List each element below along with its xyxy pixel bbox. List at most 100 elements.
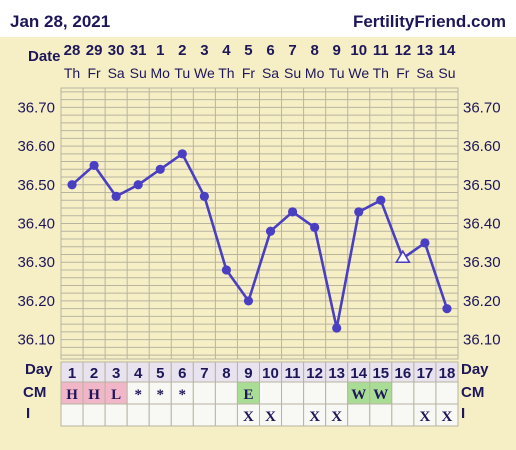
- intercourse-cell: [60, 403, 84, 427]
- temperature-point: [354, 207, 364, 217]
- y-tick-label-left: 36.10: [17, 332, 55, 349]
- date-label: 1: [156, 42, 164, 59]
- weekday-label: Fr: [396, 65, 410, 81]
- date-label: 29: [86, 42, 103, 59]
- y-tick-label-left: 36.60: [17, 138, 55, 155]
- date-label: 2: [178, 42, 186, 59]
- date-label: 10: [350, 42, 367, 59]
- temperature-point: [221, 265, 232, 275]
- weekday-label: Sa: [416, 65, 433, 81]
- cm-cell: [259, 381, 283, 405]
- temperature-point: [265, 226, 276, 236]
- date-label: 30: [108, 42, 125, 59]
- y-tick-label-right: 36.70: [463, 99, 501, 116]
- temperature-point: [177, 149, 187, 159]
- y-tick-label-left: 36.70: [17, 99, 55, 116]
- day-number: 6: [178, 365, 186, 382]
- cm-cell: [281, 381, 305, 405]
- weekday-label: Sa: [262, 65, 279, 81]
- date-label: 8: [310, 42, 318, 59]
- day-number: 11: [285, 365, 301, 382]
- intercourse-mark: X: [331, 409, 342, 425]
- temperature-point: [111, 191, 121, 201]
- intercourse-cell: [435, 403, 459, 427]
- temperature-point: [133, 180, 143, 190]
- weekday-label: Th: [218, 65, 234, 81]
- y-tick-label-right: 36.30: [463, 254, 501, 271]
- day-number: 8: [222, 365, 230, 382]
- brand-name: FertilityFriend.com: [353, 12, 506, 31]
- cm-value: *: [179, 387, 187, 403]
- cm-value: H: [88, 387, 100, 403]
- weekday-label: We: [348, 65, 369, 81]
- y-tick-label-right: 36.60: [463, 138, 501, 155]
- weekday-label: Fr: [87, 65, 101, 81]
- temperature-axes: 36.70 36.70 36.60 36.60 36.50 36.50 36.40 36.40…: [17, 99, 500, 348]
- intercourse-mark: X: [309, 409, 320, 425]
- day-number: 2: [90, 365, 98, 382]
- day-row-label-right: Day: [461, 361, 489, 378]
- weekday-label: Th: [64, 65, 80, 81]
- temperature-point: [442, 304, 452, 314]
- y-tick-label-right: 36.40: [463, 216, 501, 233]
- y-tick-label-right: 36.20: [463, 293, 501, 310]
- day-number: 16: [395, 365, 412, 382]
- y-tick-label-left: 36.40: [17, 216, 55, 233]
- temperature-point: [287, 207, 298, 217]
- temperature-point: [332, 323, 342, 333]
- intercourse-mark: X: [243, 409, 254, 425]
- day-number: 17: [417, 365, 434, 382]
- cm-cell: [325, 381, 349, 405]
- cm-cell: [303, 381, 327, 405]
- day-number: 9: [244, 365, 252, 382]
- day-number: 18: [439, 365, 456, 382]
- cm-cell: [435, 381, 459, 405]
- temperature-point: [420, 238, 430, 248]
- weekday-label: We: [194, 65, 215, 81]
- date-label: 4: [222, 42, 231, 59]
- temperature-point: [199, 191, 209, 201]
- temperature-point: [67, 180, 77, 190]
- intercourse-cell: [192, 403, 216, 427]
- y-tick-label-left: 36.20: [17, 293, 55, 310]
- intercourse-mark: X: [265, 409, 276, 425]
- temperature-point: [89, 160, 99, 171]
- day-number: 13: [328, 365, 345, 382]
- temperature-series: [67, 149, 452, 333]
- cm-row-label-left: CM: [23, 384, 46, 401]
- intercourse-cell: [82, 403, 106, 427]
- date-label: 9: [333, 42, 341, 59]
- chart-date: Jan 28, 2021: [10, 12, 110, 31]
- cm-cell: [214, 381, 238, 405]
- date-label: 3: [200, 42, 208, 59]
- intercourse-row-label-right: I: [461, 405, 465, 422]
- y-tick-label-left: 36.50: [17, 177, 55, 194]
- cm-value: *: [134, 387, 142, 403]
- date-label: 7: [288, 42, 296, 59]
- weekday-label: Tu: [174, 65, 190, 81]
- temperature-point: [243, 296, 254, 306]
- date-label: 14: [439, 42, 456, 59]
- intercourse-cell: [148, 403, 172, 427]
- cm-value: H: [66, 387, 78, 403]
- intercourse-cell: [281, 403, 305, 427]
- weekday-label: Fr: [242, 65, 256, 81]
- cm-value: W: [351, 387, 366, 403]
- weekday-label: Su: [438, 65, 455, 81]
- weekday-label: Mo: [305, 65, 325, 81]
- day-number: 1: [68, 365, 76, 382]
- cm-cell: [391, 381, 415, 405]
- day-number: 7: [200, 365, 208, 382]
- date-labels: 28 Th 29 Fr 30 Sa 31 Su 1 Mo 2 Tu 3 We 4 Th 5 Fr 6 Sa 7 Su 8 Mo…: [64, 42, 456, 81]
- day-number: 5: [156, 365, 164, 382]
- cm-value: E: [243, 387, 253, 403]
- day-number: 10: [262, 365, 279, 382]
- date-label: 6: [266, 42, 274, 59]
- day-number: 3: [112, 365, 120, 382]
- intercourse-cell: [126, 403, 150, 427]
- intercourse-mark: X: [419, 409, 430, 425]
- temperature-point: [310, 222, 320, 232]
- date-label: 11: [373, 42, 389, 59]
- intercourse-cell: [170, 403, 194, 427]
